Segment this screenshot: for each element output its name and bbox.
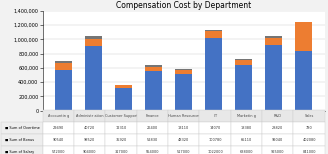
Bar — [265, 36, 282, 38]
Bar — [175, 74, 192, 111]
Bar — [86, 39, 102, 46]
Bar — [145, 71, 162, 111]
Bar — [265, 38, 282, 45]
Bar — [296, 51, 312, 111]
Bar — [236, 61, 252, 65]
Bar — [205, 38, 222, 111]
Bar — [115, 88, 132, 111]
Bar — [55, 61, 72, 63]
Bar — [55, 70, 72, 111]
Bar — [265, 45, 282, 111]
Bar — [236, 59, 252, 61]
Bar — [175, 69, 192, 70]
Bar — [145, 65, 162, 67]
Title: Compensation Cost by Department: Compensation Cost by Department — [116, 1, 251, 10]
Bar — [86, 46, 102, 111]
Bar — [86, 36, 102, 39]
Bar — [296, 22, 312, 51]
Bar — [55, 63, 72, 70]
Bar — [205, 30, 222, 38]
Bar — [175, 70, 192, 74]
Bar — [115, 85, 132, 88]
Bar — [145, 67, 162, 71]
Bar — [236, 65, 252, 111]
